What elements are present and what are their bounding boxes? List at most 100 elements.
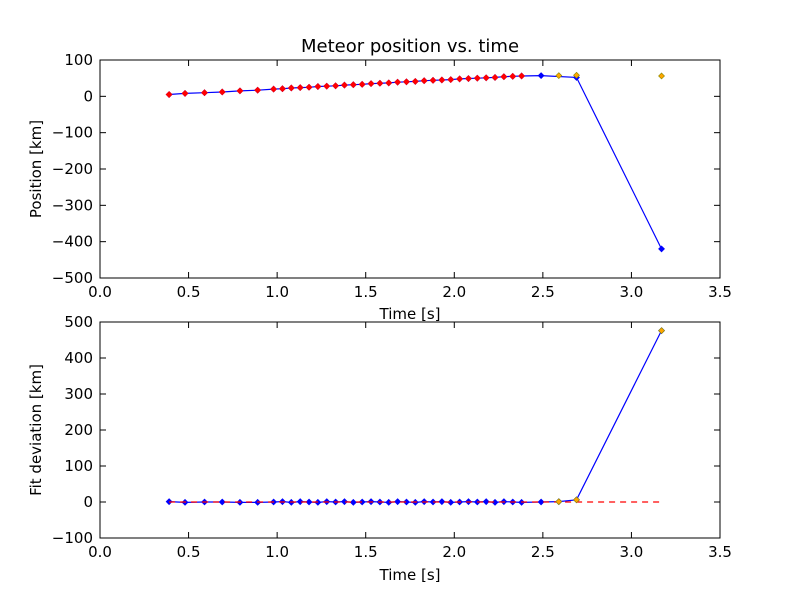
deviation-x-tick-label: 1.0 <box>265 543 289 561</box>
deviation-y-tick-label: 400 <box>64 349 93 367</box>
position-y-tick-label: −100 <box>52 124 93 142</box>
position-series-1-point <box>341 81 348 89</box>
position-y-tick-label: 0 <box>83 87 93 105</box>
position-series-1-point <box>201 89 208 97</box>
position-series-1-point <box>473 74 481 82</box>
position-series-1-point <box>420 77 428 85</box>
position-series-1-point <box>181 90 189 97</box>
position-x-tick-label: 2.0 <box>442 283 466 301</box>
deviation-x-axis-label: Time [s] <box>379 566 441 584</box>
position-x-tick-label: 1.0 <box>265 283 289 301</box>
position-series-1-point <box>279 85 286 93</box>
position-y-axis-label: Position [km] <box>27 120 45 218</box>
position-series-1-point <box>500 73 508 81</box>
deviation-series-0-point <box>537 498 545 506</box>
position-series-1-point <box>385 79 393 87</box>
position-series-1-point <box>349 81 357 89</box>
position-series-1-point <box>218 88 226 96</box>
position-series-1-point <box>376 79 384 87</box>
position-series-1-point <box>270 85 278 93</box>
position-x-tick-label: 0.0 <box>88 283 112 301</box>
deviation-y-axis-label: Fit deviation [km] <box>27 364 45 496</box>
deviation-series-2-point <box>573 496 580 504</box>
position-plot-frame <box>99 59 721 279</box>
position-series-0-point <box>537 72 545 80</box>
deviation-series-0-point <box>429 498 437 506</box>
position-series-1-point <box>254 86 262 94</box>
deviation-x-tick-label: 2.5 <box>531 543 555 561</box>
position-y-tick-label: −300 <box>52 196 93 214</box>
deviation-x-tick-label: 2.0 <box>442 543 466 561</box>
position-series-1-point <box>165 91 173 98</box>
position-series-1-point <box>287 84 295 92</box>
position-y-tick-label: 100 <box>64 51 93 69</box>
deviation-ticks: 0.0 0.5 1.0 1.5 2.0 2.5 3.0 3.5 −100 0 100 200 300 40… <box>52 313 732 561</box>
deviation-x-tick-label: 3.0 <box>619 543 643 561</box>
position-series-1-point <box>403 78 410 86</box>
deviation-x-tick-label: 1.5 <box>354 543 378 561</box>
position-series-2-point <box>573 71 580 79</box>
position-x-tick-label: 1.5 <box>354 283 378 301</box>
deviation-x-tick-label: 3.5 <box>708 543 732 561</box>
position-series-1-point <box>456 75 464 83</box>
position-series-1-point <box>438 76 446 84</box>
position-x-tick-label: 2.5 <box>531 283 555 301</box>
deviation-series-0-point <box>438 498 446 506</box>
deviation-series-0-point <box>482 498 490 506</box>
position-series-1-point <box>411 78 419 85</box>
position-series-1-point <box>314 83 322 90</box>
deviation-series-0-point <box>218 498 226 506</box>
position-series-1-point <box>296 84 304 92</box>
deviation-series-0-point <box>394 498 402 506</box>
deviation-series-2-point <box>555 498 563 506</box>
deviation-series-0-point <box>447 498 455 506</box>
deviation-series-0-point <box>349 498 357 506</box>
position-y-tick-label: −500 <box>52 269 93 287</box>
position-y-tick-label: −400 <box>52 233 93 251</box>
deviation-series-0-point <box>165 498 173 506</box>
deviation-x-tick-label: 0.0 <box>88 543 112 561</box>
position-series-1-point <box>429 76 437 84</box>
deviation-series-2-point <box>658 327 665 335</box>
position-series-1-point <box>332 82 340 90</box>
deviation-y-tick-label: 200 <box>64 421 93 439</box>
position-y-tick-label: −200 <box>52 160 93 178</box>
position-series-2-point <box>658 72 665 80</box>
deviation-plot-frame <box>99 321 721 539</box>
position-x-axis-label: Time [s] <box>379 305 441 323</box>
position-series-1-point <box>358 80 366 88</box>
position-series-2-point <box>555 72 563 80</box>
position-series-1-point <box>509 72 517 80</box>
position-x-tick-label: 3.5 <box>708 283 732 301</box>
deviation-series-0-point <box>358 498 366 506</box>
deviation-series-0-point <box>491 498 499 506</box>
deviation-y-tick-label: −100 <box>52 529 93 547</box>
deviation-y-tick-label: 300 <box>64 385 93 403</box>
position-panel: 0.0 0.5 1.0 1.5 2.0 2.5 3.0 3.5 −500 −400 −300 −200… <box>27 51 732 323</box>
position-ticks: 0.0 0.5 1.0 1.5 2.0 2.5 3.0 3.5 −500 −400 −300 −200… <box>52 51 732 301</box>
position-series-1-point <box>491 74 499 81</box>
deviation-series-0-point <box>403 498 410 506</box>
position-series-1-point <box>236 87 244 95</box>
chart-title: Meteor position vs. time <box>301 36 519 57</box>
position-series-1-point <box>465 75 472 82</box>
position-series-1-point <box>482 74 490 82</box>
position-series-1-point <box>305 83 313 91</box>
position-series-1-point <box>394 78 402 86</box>
position-series-0-point <box>658 245 665 253</box>
position-x-tick-label: 3.0 <box>619 283 643 301</box>
position-series-1-point <box>447 76 455 84</box>
deviation-series-0-point <box>305 498 313 506</box>
deviation-series-0-point <box>341 498 348 506</box>
deviation-panel: 0.0 0.5 1.0 1.5 2.0 2.5 3.0 3.5 −100 0 100 200 300 40… <box>27 313 732 584</box>
deviation-series-0-point <box>296 498 304 506</box>
deviation-x-tick-label: 0.5 <box>177 543 201 561</box>
position-x-tick-label: 0.5 <box>177 283 201 301</box>
position-series-1-point <box>323 82 331 90</box>
deviation-y-tick-label: 0 <box>83 493 93 511</box>
deviation-y-tick-label: 500 <box>64 313 93 331</box>
deviation-y-tick-label: 100 <box>64 457 93 475</box>
position-series <box>165 71 665 253</box>
deviation-series-0-point <box>385 498 393 506</box>
